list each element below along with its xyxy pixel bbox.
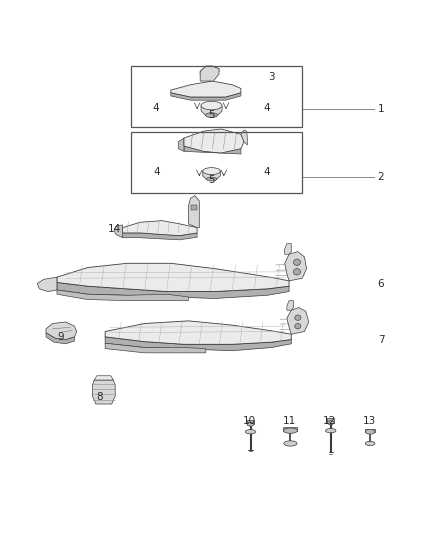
Polygon shape — [283, 427, 297, 431]
Ellipse shape — [247, 422, 254, 426]
Text: 4: 4 — [153, 167, 160, 177]
Polygon shape — [123, 221, 197, 236]
Ellipse shape — [203, 167, 220, 174]
Ellipse shape — [245, 430, 256, 434]
Polygon shape — [46, 322, 77, 340]
Text: 12: 12 — [323, 416, 336, 426]
Ellipse shape — [206, 177, 217, 181]
Polygon shape — [191, 205, 197, 210]
Polygon shape — [241, 130, 247, 145]
Text: 5: 5 — [208, 110, 215, 120]
Ellipse shape — [325, 429, 336, 433]
Polygon shape — [37, 277, 57, 292]
Ellipse shape — [365, 430, 375, 434]
Bar — [131, 132, 302, 193]
Text: 7: 7 — [378, 335, 385, 344]
Ellipse shape — [295, 324, 301, 329]
Ellipse shape — [295, 315, 301, 320]
Text: 3: 3 — [268, 72, 275, 82]
Ellipse shape — [293, 269, 300, 275]
Polygon shape — [287, 308, 309, 334]
Bar — [131, 66, 302, 127]
Polygon shape — [365, 429, 375, 432]
Polygon shape — [285, 252, 307, 281]
Polygon shape — [57, 263, 289, 292]
Polygon shape — [114, 225, 123, 238]
Text: 13: 13 — [363, 416, 376, 426]
Polygon shape — [200, 66, 219, 81]
Text: 10: 10 — [243, 416, 256, 426]
Polygon shape — [188, 196, 199, 228]
Polygon shape — [184, 129, 244, 153]
Polygon shape — [171, 93, 241, 100]
Ellipse shape — [327, 421, 334, 424]
Polygon shape — [184, 146, 241, 154]
Polygon shape — [105, 337, 291, 351]
Text: 14: 14 — [108, 224, 121, 234]
Ellipse shape — [284, 441, 297, 446]
Polygon shape — [171, 81, 241, 97]
Polygon shape — [105, 343, 206, 353]
Polygon shape — [327, 418, 334, 423]
Text: 5: 5 — [208, 175, 215, 184]
Polygon shape — [46, 333, 74, 344]
Polygon shape — [200, 66, 219, 75]
Polygon shape — [178, 138, 184, 151]
Ellipse shape — [205, 112, 218, 118]
Text: 11: 11 — [283, 416, 296, 426]
Polygon shape — [57, 282, 289, 298]
Text: 9: 9 — [57, 332, 64, 342]
Text: 6: 6 — [378, 279, 385, 288]
Text: 4: 4 — [152, 103, 159, 113]
Polygon shape — [201, 106, 222, 115]
Text: 4: 4 — [264, 167, 271, 177]
Ellipse shape — [283, 428, 297, 433]
Text: 1: 1 — [378, 104, 385, 114]
Ellipse shape — [293, 259, 300, 265]
Polygon shape — [92, 380, 115, 404]
Ellipse shape — [365, 441, 375, 446]
Polygon shape — [94, 376, 113, 380]
Polygon shape — [285, 244, 291, 254]
Polygon shape — [287, 301, 293, 310]
Polygon shape — [105, 321, 291, 344]
Polygon shape — [247, 420, 254, 424]
Polygon shape — [123, 233, 197, 240]
Text: 4: 4 — [264, 103, 271, 113]
Text: 8: 8 — [96, 392, 103, 401]
Text: 2: 2 — [378, 172, 385, 182]
Polygon shape — [203, 171, 220, 179]
Ellipse shape — [201, 101, 222, 110]
Polygon shape — [57, 290, 188, 301]
